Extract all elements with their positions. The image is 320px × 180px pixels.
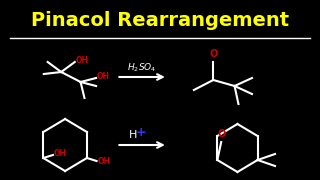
Text: H: H xyxy=(129,130,137,140)
Text: OH: OH xyxy=(76,55,89,64)
Text: Pinacol Rearrangement: Pinacol Rearrangement xyxy=(31,10,289,30)
Text: OH: OH xyxy=(98,158,110,166)
Text: $H_2SO_4$: $H_2SO_4$ xyxy=(127,62,156,74)
Text: O: O xyxy=(217,129,225,139)
Text: +: + xyxy=(135,127,146,140)
Text: OH: OH xyxy=(54,150,67,159)
Text: OH: OH xyxy=(97,71,110,80)
Text: O: O xyxy=(209,49,217,59)
